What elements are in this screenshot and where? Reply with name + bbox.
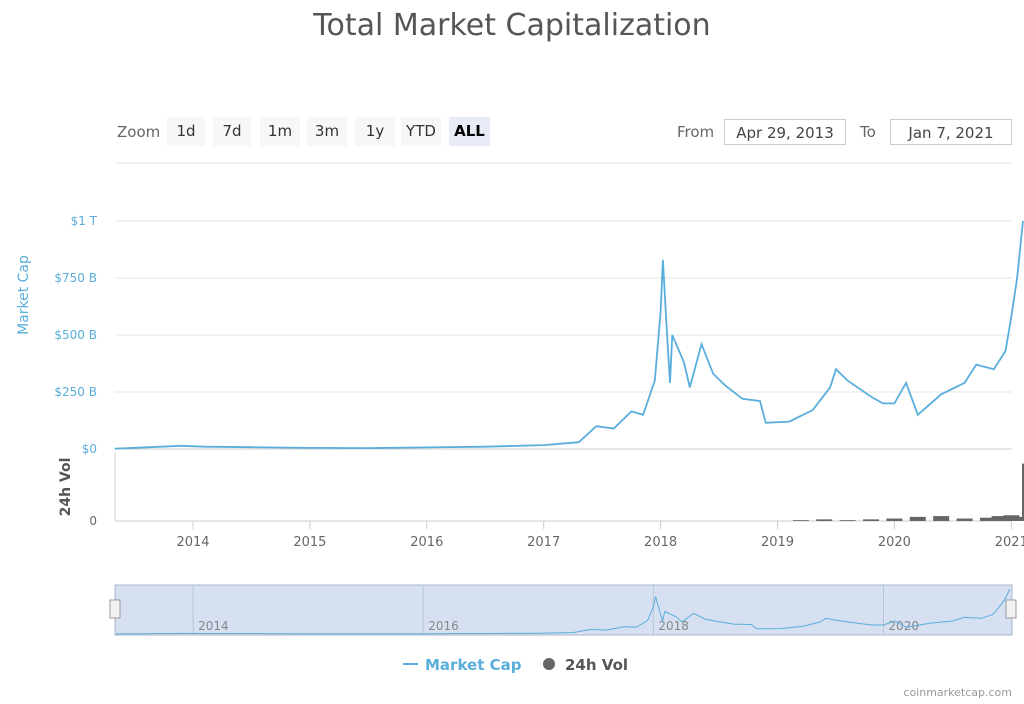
x-tick-label: 2020 [878, 535, 911, 550]
navigator-tick-label: 2016 [428, 619, 459, 633]
zoom-1y-button[interactable]: 1y [355, 117, 395, 146]
volume-bar [839, 520, 856, 521]
to-date-input[interactable]: Jan 7, 2021 [890, 119, 1012, 145]
volume-bar [933, 516, 950, 521]
navigator-left-handle[interactable] [109, 599, 121, 619]
zoom-7d-button[interactable]: 7d [213, 117, 251, 146]
volume-bar [886, 518, 903, 521]
zoom-label: Zoom [117, 123, 161, 141]
x-tick-label: 2016 [410, 535, 443, 550]
x-tick-label: 2014 [176, 535, 209, 550]
to-label: To [860, 123, 876, 141]
volume-axis-title: 24h Vol [58, 458, 74, 517]
chart-title: Total Market Capitalization [313, 8, 711, 43]
x-tick-label: 2017 [527, 535, 560, 550]
zoom-1m-button[interactable]: 1m [260, 117, 300, 146]
volume-bar [792, 520, 809, 521]
volume-bar [1009, 516, 1024, 521]
y-tick-label: $1 T [71, 214, 98, 228]
volume-bar [991, 516, 1008, 521]
credit-link[interactable]: coinmarketcap.com [903, 686, 1012, 699]
x-tick-label: 2015 [293, 535, 326, 550]
volume-bar [909, 516, 926, 521]
navigator-right-handle[interactable] [1005, 599, 1017, 619]
navigator-tick-label: 2018 [658, 619, 689, 633]
x-tick-label: 2018 [644, 535, 677, 550]
legend-volume[interactable]: 24h Vol [565, 656, 629, 674]
zoom-3m-button[interactable]: 3m [307, 117, 347, 146]
volume-bar [956, 518, 973, 521]
volume-bar [863, 519, 880, 521]
y-tick-label: $0 [82, 442, 97, 456]
y-tick-label: $500 B [54, 328, 97, 342]
y-axis-title: Market Cap [16, 255, 32, 335]
from-date-input[interactable]: Apr 29, 2013 [724, 119, 846, 145]
legend-volume-icon [543, 658, 555, 670]
x-tick-label: 2019 [761, 535, 794, 550]
volume-bar [979, 517, 996, 521]
navigator-line [115, 588, 1011, 635]
legend-market-cap[interactable]: Market Cap [425, 656, 522, 674]
navigator-selection[interactable] [114, 584, 1013, 636]
y-tick-label: $250 B [54, 385, 97, 399]
y-tick-label: $750 B [54, 271, 97, 285]
volume-tick-label: 0 [89, 514, 97, 528]
from-label: From [677, 123, 715, 141]
zoom-all-button[interactable]: ALL [449, 117, 490, 146]
volume-bar [1021, 463, 1024, 521]
zoom-ytd-button[interactable]: YTD [401, 117, 441, 146]
x-tick-label: 2021 [995, 535, 1024, 550]
volume-bar [816, 519, 833, 521]
navigator-tick-label: 2014 [198, 619, 229, 633]
zoom-1d-button[interactable]: 1d [167, 117, 205, 146]
market-cap-line [114, 220, 1024, 450]
